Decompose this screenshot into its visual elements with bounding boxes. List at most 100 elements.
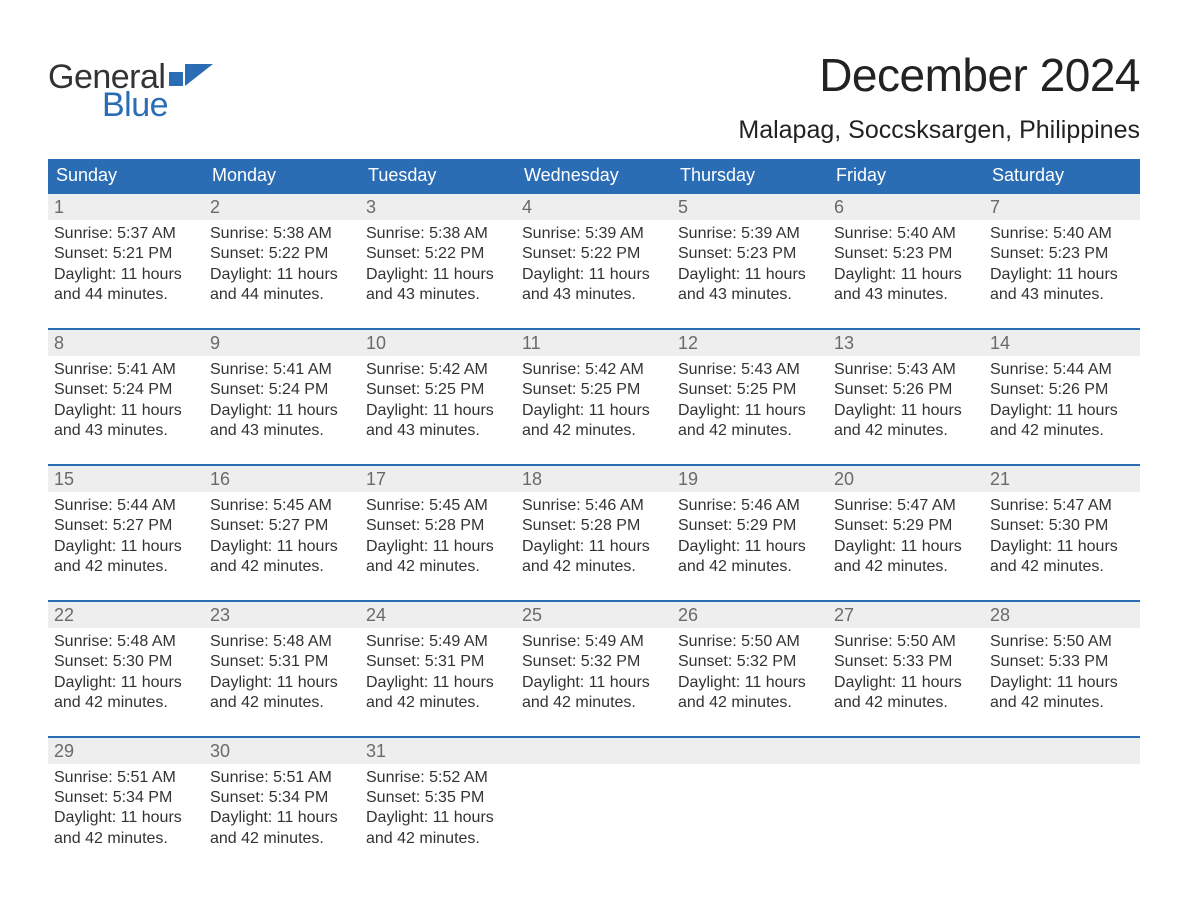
day-number <box>984 738 1140 764</box>
day-d1: Daylight: 11 hours <box>834 673 978 693</box>
day-cell: 9Sunrise: 5:41 AMSunset: 5:24 PMDaylight… <box>204 330 360 442</box>
day-number: 30 <box>204 738 360 764</box>
day-cell: 6Sunrise: 5:40 AMSunset: 5:23 PMDaylight… <box>828 194 984 306</box>
day-details: Sunrise: 5:37 AMSunset: 5:21 PMDaylight:… <box>48 220 204 306</box>
day-sunrise: Sunrise: 5:52 AM <box>366 768 510 788</box>
day-sunset: Sunset: 5:26 PM <box>834 380 978 400</box>
day-number: 27 <box>828 602 984 628</box>
day-d2: and 44 minutes. <box>210 285 354 305</box>
day-sunset: Sunset: 5:22 PM <box>366 244 510 264</box>
day-sunrise: Sunrise: 5:48 AM <box>210 632 354 652</box>
day-d1: Daylight: 11 hours <box>210 673 354 693</box>
day-cell: 15Sunrise: 5:44 AMSunset: 5:27 PMDayligh… <box>48 466 204 578</box>
day-sunset: Sunset: 5:27 PM <box>210 516 354 536</box>
day-sunrise: Sunrise: 5:49 AM <box>522 632 666 652</box>
day-sunrise: Sunrise: 5:42 AM <box>366 360 510 380</box>
weekday-header-row: Sunday Monday Tuesday Wednesday Thursday… <box>48 159 1140 192</box>
day-d2: and 43 minutes. <box>54 421 198 441</box>
day-d1: Daylight: 11 hours <box>210 401 354 421</box>
day-d2: and 42 minutes. <box>678 421 822 441</box>
day-d2: and 43 minutes. <box>678 285 822 305</box>
day-d1: Daylight: 11 hours <box>834 401 978 421</box>
day-d1: Daylight: 11 hours <box>990 265 1134 285</box>
day-number: 4 <box>516 194 672 220</box>
day-sunrise: Sunrise: 5:43 AM <box>834 360 978 380</box>
day-details: Sunrise: 5:47 AMSunset: 5:30 PMDaylight:… <box>984 492 1140 578</box>
day-sunrise: Sunrise: 5:40 AM <box>990 224 1134 244</box>
day-cell: 7Sunrise: 5:40 AMSunset: 5:23 PMDaylight… <box>984 194 1140 306</box>
day-number: 21 <box>984 466 1140 492</box>
week-row: 15Sunrise: 5:44 AMSunset: 5:27 PMDayligh… <box>48 464 1140 578</box>
day-d1: Daylight: 11 hours <box>54 401 198 421</box>
day-sunset: Sunset: 5:32 PM <box>522 652 666 672</box>
day-sunset: Sunset: 5:28 PM <box>366 516 510 536</box>
day-number: 19 <box>672 466 828 492</box>
day-details: Sunrise: 5:46 AMSunset: 5:29 PMDaylight:… <box>672 492 828 578</box>
logo-text-blue: Blue <box>102 88 213 122</box>
week-row: 1Sunrise: 5:37 AMSunset: 5:21 PMDaylight… <box>48 192 1140 306</box>
day-d2: and 42 minutes. <box>834 693 978 713</box>
weekday-header: Monday <box>204 159 360 192</box>
day-sunset: Sunset: 5:31 PM <box>210 652 354 672</box>
day-sunrise: Sunrise: 5:39 AM <box>522 224 666 244</box>
day-number: 15 <box>48 466 204 492</box>
day-cell: 5Sunrise: 5:39 AMSunset: 5:23 PMDaylight… <box>672 194 828 306</box>
day-cell: 12Sunrise: 5:43 AMSunset: 5:25 PMDayligh… <box>672 330 828 442</box>
location: Malapag, Soccsksargen, Philippines <box>738 116 1140 145</box>
day-d1: Daylight: 11 hours <box>990 401 1134 421</box>
day-d2: and 42 minutes. <box>522 693 666 713</box>
day-cell: 2Sunrise: 5:38 AMSunset: 5:22 PMDaylight… <box>204 194 360 306</box>
day-d2: and 42 minutes. <box>990 557 1134 577</box>
day-d1: Daylight: 11 hours <box>54 265 198 285</box>
day-sunset: Sunset: 5:30 PM <box>990 516 1134 536</box>
day-number: 12 <box>672 330 828 356</box>
day-number: 6 <box>828 194 984 220</box>
day-sunrise: Sunrise: 5:50 AM <box>678 632 822 652</box>
day-details: Sunrise: 5:40 AMSunset: 5:23 PMDaylight:… <box>828 220 984 306</box>
day-d1: Daylight: 11 hours <box>522 673 666 693</box>
day-cell: 30Sunrise: 5:51 AMSunset: 5:34 PMDayligh… <box>204 738 360 850</box>
day-cell: 8Sunrise: 5:41 AMSunset: 5:24 PMDaylight… <box>48 330 204 442</box>
day-details: Sunrise: 5:41 AMSunset: 5:24 PMDaylight:… <box>204 356 360 442</box>
day-number: 31 <box>360 738 516 764</box>
day-details: Sunrise: 5:43 AMSunset: 5:25 PMDaylight:… <box>672 356 828 442</box>
day-d1: Daylight: 11 hours <box>522 401 666 421</box>
logo: General Blue <box>48 48 213 122</box>
day-details: Sunrise: 5:41 AMSunset: 5:24 PMDaylight:… <box>48 356 204 442</box>
day-d2: and 43 minutes. <box>210 421 354 441</box>
day-cell: 13Sunrise: 5:43 AMSunset: 5:26 PMDayligh… <box>828 330 984 442</box>
day-sunset: Sunset: 5:32 PM <box>678 652 822 672</box>
day-cell: 20Sunrise: 5:47 AMSunset: 5:29 PMDayligh… <box>828 466 984 578</box>
day-d2: and 42 minutes. <box>678 557 822 577</box>
day-details: Sunrise: 5:42 AMSunset: 5:25 PMDaylight:… <box>360 356 516 442</box>
day-d1: Daylight: 11 hours <box>366 808 510 828</box>
day-details: Sunrise: 5:44 AMSunset: 5:27 PMDaylight:… <box>48 492 204 578</box>
day-details: Sunrise: 5:47 AMSunset: 5:29 PMDaylight:… <box>828 492 984 578</box>
day-d2: and 42 minutes. <box>522 421 666 441</box>
day-details: Sunrise: 5:49 AMSunset: 5:31 PMDaylight:… <box>360 628 516 714</box>
day-d1: Daylight: 11 hours <box>54 673 198 693</box>
day-sunrise: Sunrise: 5:51 AM <box>210 768 354 788</box>
day-sunrise: Sunrise: 5:45 AM <box>366 496 510 516</box>
day-cell: 17Sunrise: 5:45 AMSunset: 5:28 PMDayligh… <box>360 466 516 578</box>
day-d2: and 43 minutes. <box>834 285 978 305</box>
day-d2: and 43 minutes. <box>522 285 666 305</box>
day-number: 14 <box>984 330 1140 356</box>
day-d1: Daylight: 11 hours <box>678 401 822 421</box>
day-sunrise: Sunrise: 5:44 AM <box>990 360 1134 380</box>
day-d1: Daylight: 11 hours <box>366 537 510 557</box>
day-details: Sunrise: 5:45 AMSunset: 5:27 PMDaylight:… <box>204 492 360 578</box>
day-sunset: Sunset: 5:23 PM <box>678 244 822 264</box>
day-cell: 26Sunrise: 5:50 AMSunset: 5:32 PMDayligh… <box>672 602 828 714</box>
day-d1: Daylight: 11 hours <box>522 265 666 285</box>
day-d1: Daylight: 11 hours <box>366 401 510 421</box>
day-d2: and 42 minutes. <box>834 557 978 577</box>
day-d2: and 43 minutes. <box>366 421 510 441</box>
day-sunrise: Sunrise: 5:41 AM <box>54 360 198 380</box>
day-number: 8 <box>48 330 204 356</box>
day-number: 24 <box>360 602 516 628</box>
day-sunrise: Sunrise: 5:44 AM <box>54 496 198 516</box>
day-d2: and 42 minutes. <box>54 693 198 713</box>
day-sunset: Sunset: 5:34 PM <box>210 788 354 808</box>
day-d2: and 42 minutes. <box>366 829 510 849</box>
